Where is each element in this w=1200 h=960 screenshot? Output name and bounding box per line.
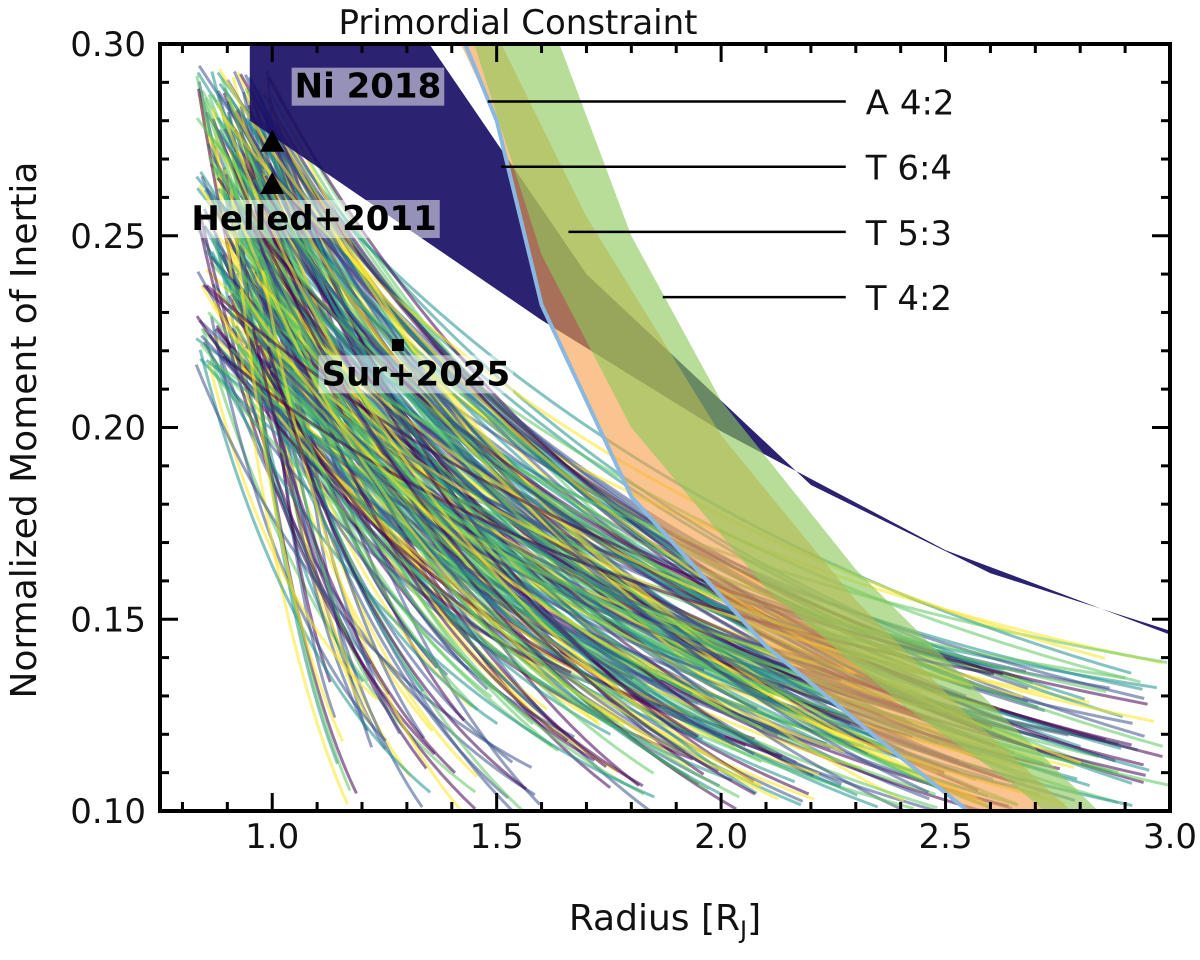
x-tick-label: 3.0	[1143, 817, 1197, 857]
model-track	[195, 117, 1164, 748]
model-track	[228, 177, 613, 728]
triangle-marker	[260, 129, 285, 152]
axis-tick-labels: 1.0 1.5 2.0 2.5 3.0 0.10 0.15 0.20 0.25 0.30	[70, 25, 1197, 857]
model-track	[211, 108, 349, 805]
x-axis-title: Radius [RJ]	[569, 898, 761, 944]
model-track	[201, 329, 477, 794]
y-tick-label: 0.10	[70, 792, 146, 832]
plot-area	[194, 44, 1170, 811]
measurement-markers	[260, 129, 404, 352]
model-track	[254, 335, 815, 662]
band-boundary-line	[463, 44, 970, 811]
model-track	[214, 364, 655, 799]
square-marker	[391, 339, 404, 352]
model-track	[211, 118, 756, 796]
x-tick-label: 2.0	[694, 817, 748, 857]
x-tick-label: 1.0	[245, 817, 299, 857]
model-track	[261, 270, 463, 811]
model-track	[247, 268, 493, 699]
measurement-labels: Ni 2018 Helled+2011 Sur+2025	[188, 67, 514, 394]
model-track	[248, 151, 836, 750]
measurement-label: Sur+2025	[322, 354, 511, 394]
y-tick-label: 0.30	[70, 25, 146, 65]
y-tick-label: 0.20	[70, 409, 146, 449]
model-track	[239, 288, 846, 754]
y-axis-title: Normalized Moment of Inertia	[4, 162, 45, 699]
model-track	[216, 101, 761, 787]
axis-ticks	[160, 42, 1172, 813]
model-track	[250, 295, 1019, 807]
model-track	[206, 143, 755, 756]
model-track	[200, 175, 720, 773]
measurement-label: Helled+2011	[191, 199, 436, 239]
y-tick-label: 0.15	[70, 600, 146, 640]
model-track	[266, 346, 528, 791]
y-tick-label: 0.25	[70, 217, 146, 257]
band-green	[474, 44, 1099, 811]
measurement-label-bg	[291, 67, 445, 106]
triangle-marker	[260, 171, 285, 194]
model-track	[226, 96, 983, 804]
model-track	[224, 173, 390, 696]
resonance-label: T 4:2	[865, 279, 952, 319]
model-track	[251, 328, 457, 774]
model-track	[194, 364, 533, 769]
model-track	[205, 284, 1148, 706]
resonance-lines: A 4:2 T 6:4 T 5:3 T 4:2	[487, 84, 955, 319]
measurement-label-bg	[188, 199, 440, 238]
resonance-label: T 5:3	[865, 214, 952, 254]
model-track	[207, 362, 378, 701]
model-track	[229, 189, 344, 742]
measurement-label-bg	[318, 355, 514, 394]
x-tick-label: 1.5	[470, 817, 524, 857]
chart-title: Primordial Constraint	[338, 3, 697, 43]
resonance-label: T 6:4	[865, 149, 952, 189]
model-track	[237, 244, 634, 681]
measurement-label: Ni 2018	[295, 67, 442, 107]
band-dark	[249, 44, 1170, 635]
resonance-bands	[249, 44, 1170, 811]
x-tick-label: 2.5	[919, 817, 973, 857]
resonance-label: A 4:2	[866, 84, 955, 124]
